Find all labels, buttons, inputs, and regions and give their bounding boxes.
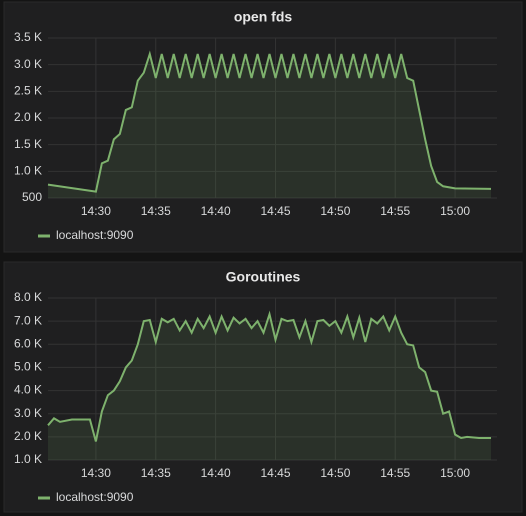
- x-tick-label: 14:40: [201, 466, 231, 480]
- legend-swatch: [38, 496, 50, 500]
- x-tick-label: 14:55: [380, 204, 410, 218]
- y-tick-label: 2.0 K: [14, 429, 42, 443]
- x-tick-label: 14:30: [81, 204, 111, 218]
- panel: [3, 261, 523, 513]
- y-tick-label: 5.0 K: [14, 360, 42, 374]
- panel-title: Goroutines: [226, 269, 301, 285]
- x-tick-label: 14:45: [260, 204, 290, 218]
- legend-label: localhost:9090: [56, 490, 134, 504]
- area: [48, 54, 492, 198]
- y-tick-label: 7.0 K: [14, 313, 42, 327]
- y-tick-label: 3.0 K: [14, 57, 42, 71]
- x-tick-label: 14:45: [260, 466, 290, 480]
- x-tick-label: 14:35: [141, 466, 171, 480]
- y-tick-label: 2.0 K: [14, 110, 42, 124]
- line: [47, 50, 492, 193]
- y-tick-label: 2.5 K: [14, 84, 42, 98]
- y-tick-label: 500: [22, 190, 42, 204]
- x-tick-label: 14:35: [141, 204, 171, 218]
- panel: [3, 1, 523, 253]
- y-tick-label: 6.0 K: [14, 336, 42, 350]
- x-tick-label: 14:40: [201, 204, 231, 218]
- y-tick-label: 8.0 K: [14, 290, 42, 304]
- x-tick-label: 14:30: [81, 466, 111, 480]
- y-tick-label: 3.5 K: [14, 30, 42, 44]
- line: [47, 310, 492, 442]
- x-tick-label: 15:00: [440, 204, 470, 218]
- panel-title: open fds: [234, 9, 293, 25]
- x-tick-label: 15:00: [440, 466, 470, 480]
- legend-label: localhost:9090: [56, 228, 134, 242]
- x-tick-label: 14:55: [380, 466, 410, 480]
- x-tick-label: 14:50: [320, 204, 350, 218]
- y-tick-label: 1.0 K: [14, 164, 42, 178]
- y-tick-label: 1.0 K: [14, 452, 42, 466]
- y-tick-label: 1.5 K: [14, 137, 42, 151]
- y-tick-label: 4.0 K: [14, 383, 42, 397]
- x-tick-label: 14:50: [320, 466, 350, 480]
- y-tick-label: 3.0 K: [14, 406, 42, 420]
- area: [48, 314, 492, 460]
- legend-swatch: [38, 234, 50, 238]
